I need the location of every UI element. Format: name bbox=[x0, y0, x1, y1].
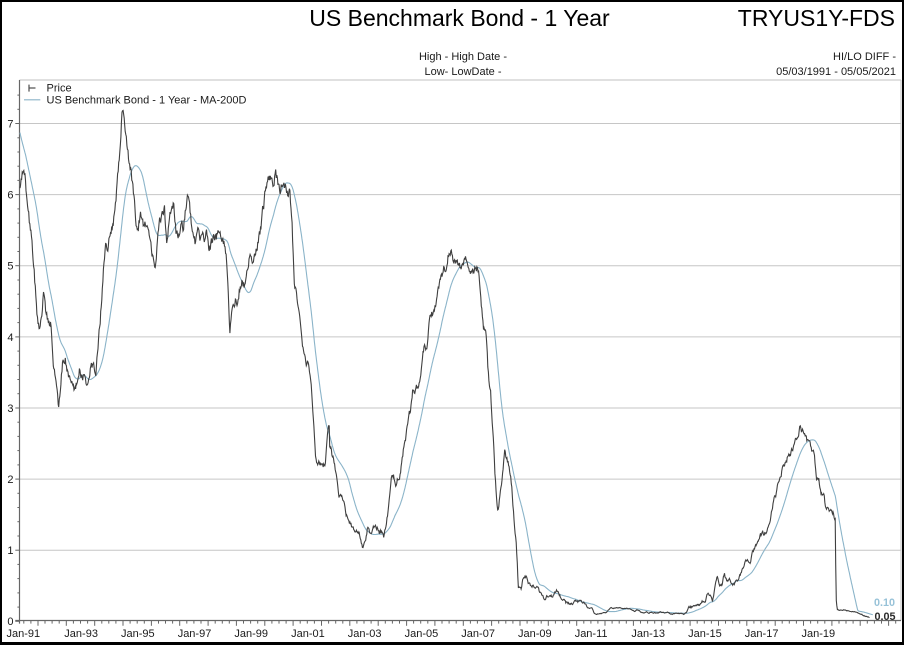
svg-text:0: 0 bbox=[7, 616, 13, 628]
svg-text:Jan-91: Jan-91 bbox=[7, 628, 41, 640]
svg-text:Jan-07: Jan-07 bbox=[461, 628, 495, 640]
svg-text:Jan-13: Jan-13 bbox=[631, 628, 665, 640]
svg-text:3: 3 bbox=[7, 403, 13, 415]
svg-text:Jan-97: Jan-97 bbox=[178, 628, 212, 640]
svg-text:Jan-99: Jan-99 bbox=[234, 628, 268, 640]
svg-text:Jan-15: Jan-15 bbox=[688, 628, 722, 640]
svg-text:Jan-03: Jan-03 bbox=[348, 628, 382, 640]
svg-text:Jan-01: Jan-01 bbox=[291, 628, 325, 640]
svg-text:0.05: 0.05 bbox=[874, 611, 895, 623]
svg-text:6: 6 bbox=[7, 190, 13, 202]
svg-text:US Benchmark Bond - 1 Year - M: US Benchmark Bond - 1 Year - MA-200D bbox=[47, 95, 247, 107]
svg-text:0.10: 0.10 bbox=[874, 597, 895, 609]
svg-text:Price: Price bbox=[47, 82, 72, 94]
svg-text:Jan-17: Jan-17 bbox=[745, 628, 779, 640]
svg-text:7: 7 bbox=[7, 118, 13, 130]
svg-text:Jan-09: Jan-09 bbox=[518, 628, 552, 640]
svg-text:Jan-19: Jan-19 bbox=[802, 628, 836, 640]
svg-text:Jan-05: Jan-05 bbox=[405, 628, 439, 640]
svg-text:1: 1 bbox=[7, 545, 13, 557]
svg-text:5: 5 bbox=[7, 261, 13, 273]
svg-text:Jan-93: Jan-93 bbox=[64, 628, 98, 640]
svg-text:4: 4 bbox=[7, 332, 13, 344]
svg-text:Jan-11: Jan-11 bbox=[575, 628, 608, 640]
svg-text:2: 2 bbox=[7, 474, 13, 486]
svg-text:Jan-95: Jan-95 bbox=[121, 628, 155, 640]
